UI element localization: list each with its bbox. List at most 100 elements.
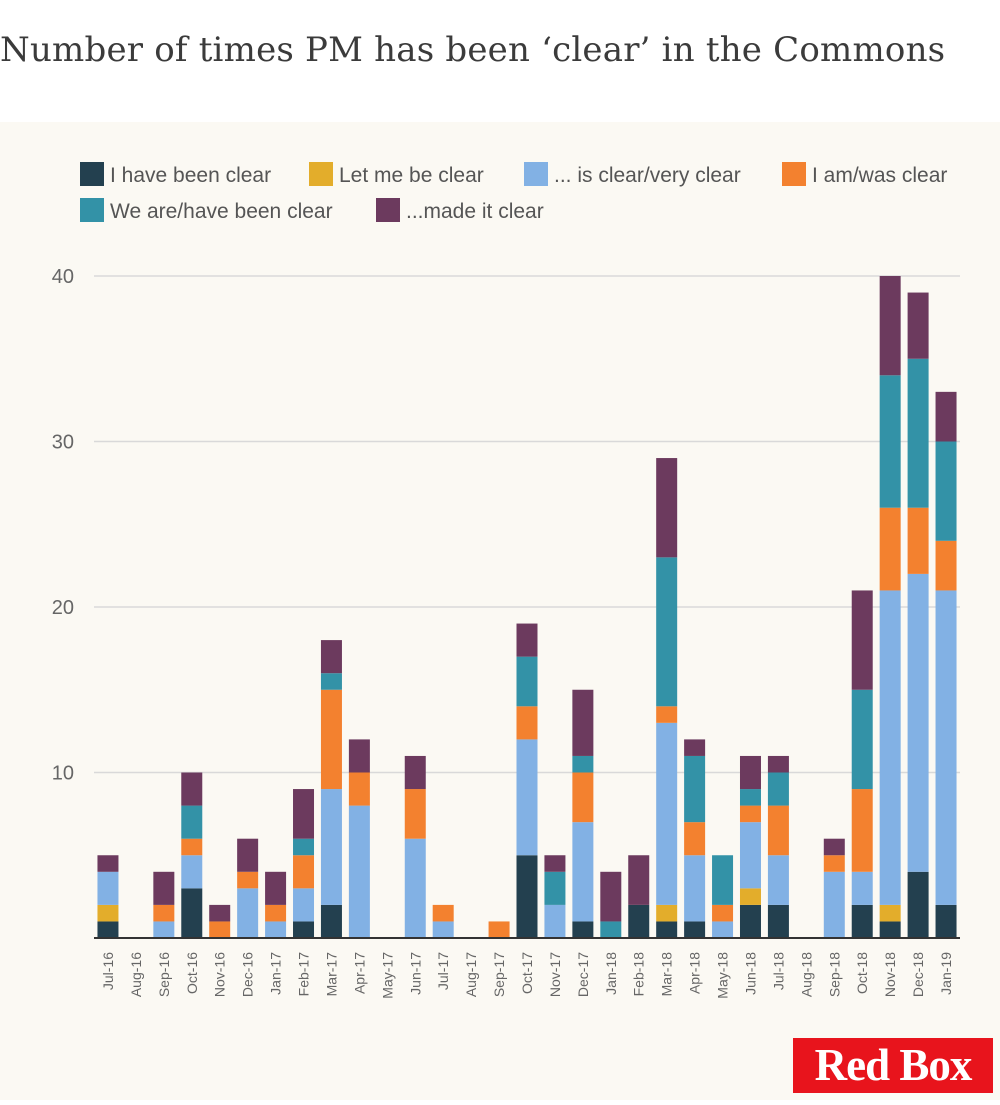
- bar-segment: [237, 871, 259, 889]
- x-tick-label: Sep-16: [156, 952, 172, 997]
- bar-segment: [348, 739, 370, 773]
- x-tick-label: Apr-17: [351, 952, 367, 994]
- bar-segment: [907, 292, 929, 359]
- bar-segment: [265, 921, 287, 938]
- bar-segment: [851, 904, 873, 938]
- y-tick-label: 10: [52, 763, 74, 785]
- legend-swatch: [376, 198, 400, 222]
- y-tick-label: 30: [52, 432, 74, 454]
- x-tick-label: Jan-19: [938, 952, 954, 995]
- bar-segment: [684, 739, 706, 756]
- red-box-logo: Red Box: [793, 1038, 993, 1093]
- legend-label: I am/was clear: [812, 164, 947, 187]
- bar-segment: [544, 904, 566, 938]
- bar-segment: [767, 805, 789, 856]
- bar-segment: [97, 921, 119, 938]
- bar-segment: [907, 358, 929, 508]
- x-tick-label: Aug-16: [128, 952, 144, 997]
- bar-segment: [656, 706, 678, 723]
- bar-segment: [656, 921, 678, 938]
- chart-panel: I have been clear Let me be clear ... is c…: [0, 122, 1000, 1100]
- bar-segment: [600, 921, 622, 938]
- x-tick-label: Dec-16: [240, 952, 256, 997]
- bar-segment: [684, 755, 706, 823]
- bar-segment: [879, 904, 901, 922]
- legend-label: We are/have been clear: [110, 200, 333, 223]
- bar-segment: [851, 689, 873, 790]
- legend-swatch: [309, 162, 333, 186]
- bar-segment: [404, 789, 426, 839]
- bar-segment: [572, 921, 594, 938]
- bar-segment: [684, 921, 706, 938]
- bar-segment: [572, 822, 594, 922]
- bar-segment: [153, 921, 175, 938]
- x-tick-label: Dec-18: [910, 952, 926, 997]
- bar-segment: [879, 590, 901, 905]
- x-tick-label: Sep-17: [491, 952, 507, 997]
- bar-segment: [712, 855, 734, 905]
- bar-segment: [404, 755, 426, 790]
- x-tick-label: Aug-17: [463, 952, 479, 997]
- bar-segment: [712, 921, 734, 938]
- bar-segment: [293, 888, 315, 922]
- bar-segment: [739, 888, 761, 905]
- x-tick-label: Aug-18: [798, 952, 814, 997]
- bar-segment: [907, 871, 929, 938]
- y-tick-label: 20: [52, 597, 74, 619]
- x-tick-label: Oct-16: [184, 952, 200, 994]
- legend-label: I have been clear: [110, 164, 271, 187]
- bar-segment: [935, 540, 957, 591]
- bar-segment: [656, 722, 678, 905]
- bar-segment: [320, 904, 342, 938]
- bar-segment: [320, 789, 342, 905]
- x-tick-label: Mar-18: [659, 952, 675, 997]
- bar-segment: [237, 888, 259, 938]
- bar-segment: [488, 921, 510, 938]
- x-tick-label: Jul-18: [770, 952, 786, 990]
- x-axis-ticks: Jul-16 Aug-16 Sep-16 Oct-16 Nov-16 Dec-16 Jan-…: [100, 952, 954, 999]
- bar-segment: [209, 904, 231, 922]
- bar-segment: [823, 871, 845, 938]
- x-tick-label: Sep-18: [826, 952, 842, 997]
- bar-segment: [181, 855, 203, 889]
- x-tick-label: Feb-18: [631, 952, 647, 997]
- bar-segment: [572, 689, 594, 756]
- stacked-bar-chart: I have been clear Let me be clear ... is c…: [52, 162, 960, 999]
- bar-segment: [320, 689, 342, 790]
- legend: I have been clear Let me be clear ... is c…: [80, 162, 947, 223]
- bar-segment: [544, 855, 566, 872]
- bar-segment: [181, 772, 203, 806]
- bar-segment: [97, 871, 119, 905]
- bar-segment: [739, 822, 761, 889]
- bar-segment: [684, 855, 706, 922]
- bar-segment: [628, 904, 650, 938]
- bar-segment: [516, 739, 538, 856]
- bar-segment: [739, 789, 761, 806]
- bar-segment: [432, 904, 454, 922]
- bar-segment: [656, 458, 678, 558]
- x-tick-label: Feb-17: [296, 952, 312, 997]
- bar-segment: [97, 855, 119, 872]
- bar-segment: [572, 755, 594, 773]
- bar-segment: [907, 507, 929, 574]
- bar-segment: [935, 441, 957, 541]
- legend-label: ...made it clear: [406, 200, 544, 223]
- bar-segment: [432, 921, 454, 938]
- x-tick-label: Dec-17: [575, 952, 591, 997]
- bar-segment: [237, 838, 259, 872]
- bar-segment: [767, 904, 789, 938]
- bar-segment: [935, 391, 957, 442]
- bar-segment: [181, 888, 203, 938]
- bar-segment: [293, 789, 315, 839]
- bar-segment: [851, 590, 873, 690]
- bar-segment: [516, 706, 538, 740]
- bar-segment: [181, 805, 203, 839]
- bar-segment: [767, 855, 789, 905]
- x-tick-label: Apr-18: [687, 952, 703, 994]
- bar-segment: [739, 805, 761, 823]
- x-tick-label: Nov-16: [212, 952, 228, 997]
- x-tick-label: Mar-17: [323, 952, 339, 997]
- bar-segment: [181, 838, 203, 856]
- x-tick-label: Oct-17: [519, 952, 535, 994]
- bar-segment: [656, 904, 678, 922]
